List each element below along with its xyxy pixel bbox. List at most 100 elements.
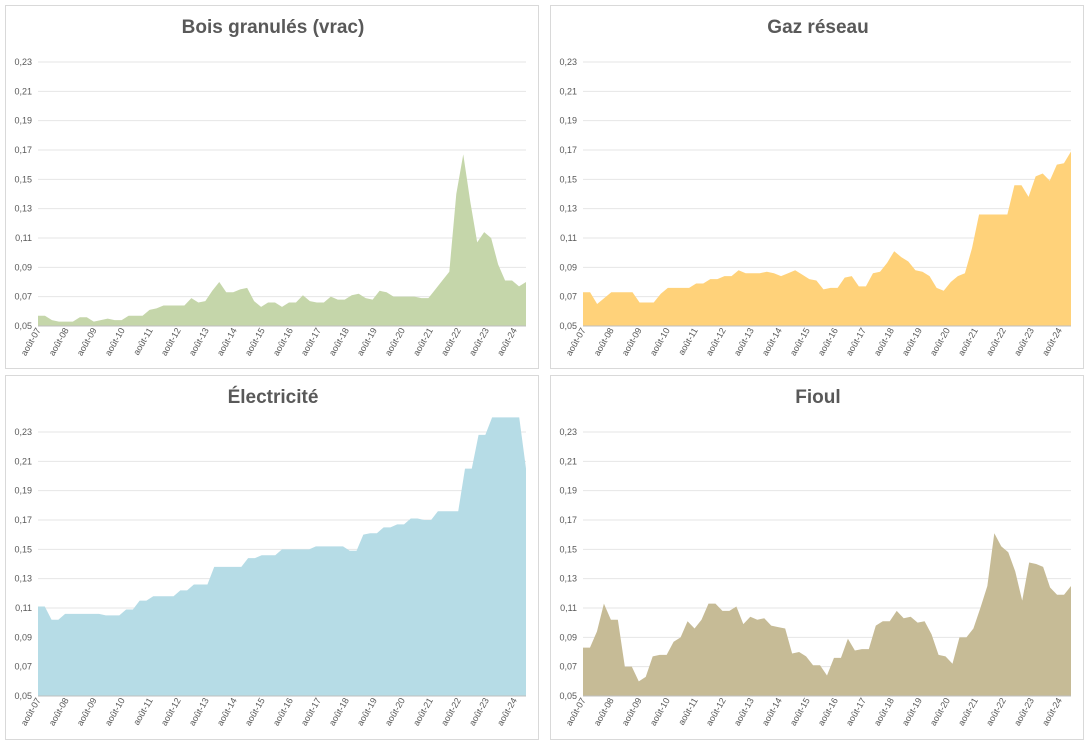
y-tick-label: 0,19 [14, 486, 32, 496]
y-tick-label: 0,15 [14, 174, 32, 184]
x-tick-label: août-09 [75, 696, 99, 727]
y-tick-label: 0,05 [14, 691, 32, 701]
y-tick-label: 0,15 [559, 544, 577, 554]
y-tick-label: 0,05 [14, 321, 32, 331]
x-tick-label: août-24 [495, 326, 519, 357]
chart-panel-fioul: Fioul 0,05 0,07 0,09 0,11 0,13 0,15 0,17 0,19 0,2… [550, 375, 1084, 740]
x-tick-label: août-15 [243, 326, 267, 357]
x-tick-label: août-15 [788, 696, 812, 727]
y-tick-label: 0,07 [559, 292, 577, 302]
chart-svg: Bois granulés (vrac) 0,05 0,07 0,09 0,11 0,13… [14, 17, 526, 357]
y-tick-label: 0,09 [559, 262, 577, 272]
x-tick-label: août-10 [648, 696, 672, 727]
x-tick-label: août-20 [383, 326, 407, 357]
y-tick-label: 0,21 [14, 86, 32, 96]
x-tick-label: août-13 [187, 326, 211, 357]
y-tick-label: 0,09 [14, 632, 32, 642]
y-tick-label: 0,13 [14, 574, 32, 584]
x-tick-label: août-20 [928, 326, 952, 357]
x-tick-label: août-18 [872, 326, 896, 357]
y-tick-label: 0,23 [559, 427, 577, 437]
x-tick-label: août-18 [327, 696, 351, 727]
x-tick-label: août-21 [956, 326, 980, 357]
y-tick-label: 0,09 [14, 262, 32, 272]
x-tick-label: août-10 [103, 326, 127, 357]
x-tick-label: août-24 [495, 696, 519, 727]
x-tick-label: août-16 [271, 696, 295, 727]
x-tick-label: août-16 [816, 696, 840, 727]
y-tick-label: 0,13 [559, 204, 577, 214]
x-tick-label: août-16 [271, 326, 295, 357]
x-tick-label: août-12 [704, 326, 728, 357]
y-tick-label: 0,19 [14, 116, 32, 126]
y-tick-label: 0,17 [559, 515, 577, 525]
y-tick-label: 0,05 [559, 321, 577, 331]
y-tick-label: 0,07 [14, 662, 32, 672]
x-tick-label: août-13 [187, 696, 211, 727]
y-tick-label: 0,13 [14, 204, 32, 214]
x-tick-label: août-23 [1012, 326, 1036, 357]
x-tick-label: août-21 [956, 696, 980, 727]
y-tick-label: 0,23 [14, 427, 32, 437]
y-tick-label: 0,17 [14, 515, 32, 525]
x-tick-label: août-11 [676, 696, 700, 727]
x-tick-label: août-08 [592, 326, 616, 357]
y-tick-label: 0,21 [559, 456, 577, 466]
x-tick-label: août-13 [732, 326, 756, 357]
chart-panel-gaz-reseau: Gaz réseau 0,05 0,07 0,09 0,11 0,13 0,15 0,17 0,… [550, 5, 1084, 369]
x-tick-label: août-17 [844, 326, 868, 357]
x-tick-label: août-14 [760, 326, 784, 357]
x-tick-label: août-14 [760, 696, 784, 727]
y-tick-label: 0,19 [559, 486, 577, 496]
x-tick-label: août-17 [299, 326, 323, 357]
chart-title: Bois granulés (vrac) [182, 17, 365, 38]
x-tick-label: août-21 [411, 326, 435, 357]
chart-svg: Gaz réseau 0,05 0,07 0,09 0,11 0,13 0,15 0,17 0,… [559, 17, 1071, 357]
x-tick-label: août-21 [411, 696, 435, 727]
x-tick-label: août-10 [103, 696, 127, 727]
area-series [38, 154, 526, 326]
x-tick-label: août-22 [984, 326, 1008, 357]
x-tick-label: août-18 [327, 326, 351, 357]
y-tick-label: 0,21 [14, 456, 32, 466]
x-tick-label: août-19 [355, 326, 379, 357]
y-tick-label: 0,07 [559, 662, 577, 672]
y-tick-label: 0,23 [559, 57, 577, 67]
x-tick-label: août-11 [131, 696, 155, 727]
x-tick-label: août-23 [467, 696, 491, 727]
y-tick-label: 0,11 [560, 603, 577, 613]
x-tick-label: août-22 [439, 696, 463, 727]
x-tick-label: août-09 [620, 326, 644, 357]
chart-title: Gaz réseau [767, 17, 868, 38]
y-tick-label: 0,07 [14, 292, 32, 302]
chart-title: Électricité [228, 386, 319, 408]
x-tick-label: août-20 [928, 696, 952, 727]
x-tick-label: août-10 [648, 326, 672, 357]
y-tick-label: 0,11 [560, 233, 577, 243]
x-tick-label: août-15 [243, 696, 267, 727]
chart-title: Fioul [795, 387, 840, 408]
x-tick-label: août-19 [900, 326, 924, 357]
chart-panel-bois-granules: Bois granulés (vrac) 0,05 0,07 0,09 0,11 0,13… [5, 5, 539, 369]
x-tick-label: août-16 [816, 326, 840, 357]
chart-svg: Électricité 0,05 0,07 0,09 0,11 0,13 0,15 0,17 0… [14, 386, 526, 727]
area-series [583, 533, 1071, 696]
x-tick-label: août-23 [467, 326, 491, 357]
x-tick-label: août-22 [984, 696, 1008, 727]
y-tick-label: 0,15 [559, 174, 577, 184]
y-tick-label: 0,11 [15, 233, 32, 243]
x-tick-label: août-13 [732, 696, 756, 727]
x-tick-label: août-23 [1012, 696, 1036, 727]
x-tick-label: août-14 [215, 326, 239, 357]
area-series [583, 151, 1071, 326]
x-tick-label: août-09 [620, 696, 644, 727]
x-tick-label: août-12 [159, 696, 183, 727]
x-tick-label: août-12 [704, 696, 728, 727]
y-tick-label: 0,11 [15, 603, 32, 613]
y-tick-label: 0,19 [559, 116, 577, 126]
area-series [38, 417, 526, 696]
y-tick-label: 0,17 [14, 145, 32, 155]
chart-panel-electricite: Électricité 0,05 0,07 0,09 0,11 0,13 0,15 0,17 0… [5, 375, 539, 740]
y-tick-label: 0,15 [14, 544, 32, 554]
x-tick-label: août-24 [1040, 326, 1064, 357]
